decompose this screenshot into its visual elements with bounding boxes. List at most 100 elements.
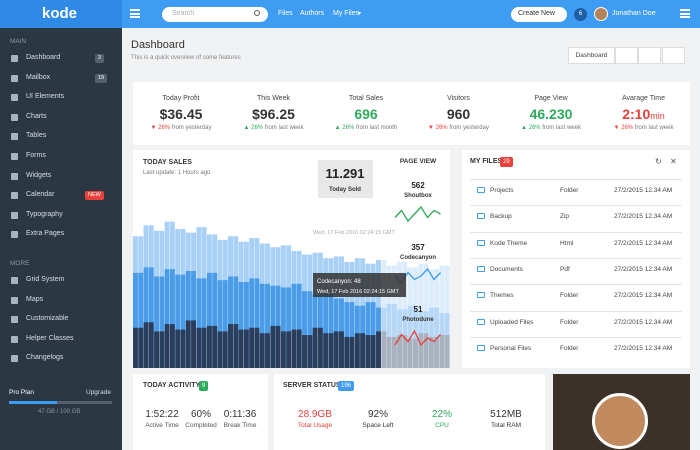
bar bbox=[259, 333, 265, 368]
bar bbox=[206, 325, 212, 368]
bar bbox=[307, 335, 313, 368]
user-avatar[interactable] bbox=[594, 7, 608, 21]
nav-item[interactable]: Dashboard bbox=[26, 54, 61, 61]
stat-number: 46.230 bbox=[529, 106, 573, 122]
nav-link[interactable]: Files bbox=[278, 10, 293, 17]
nav-item[interactable]: Grid System bbox=[26, 276, 65, 283]
nav-item[interactable]: Mailbox bbox=[26, 73, 51, 81]
tool-button[interactable] bbox=[662, 47, 685, 64]
menu-toggle[interactable] bbox=[130, 9, 140, 18]
server-label: Total Usage bbox=[297, 422, 333, 429]
bar bbox=[265, 283, 270, 368]
file-name[interactable]: Uploaded Files bbox=[490, 318, 534, 326]
bar bbox=[243, 329, 249, 368]
right-menu[interactable] bbox=[680, 9, 690, 18]
file-name[interactable]: Personal Files bbox=[490, 344, 532, 352]
bar bbox=[180, 329, 186, 368]
bar bbox=[191, 271, 196, 368]
file-icon bbox=[477, 213, 485, 220]
nav-link[interactable]: My Files bbox=[333, 10, 360, 17]
nav-item[interactable]: Helper Classes bbox=[26, 334, 74, 342]
file-name[interactable]: Kode Theme bbox=[490, 239, 528, 247]
stat-label: Avarage Time bbox=[621, 95, 666, 102]
nav-item[interactable]: Typography bbox=[26, 210, 63, 218]
bar bbox=[275, 325, 281, 368]
change-value: 26% bbox=[158, 125, 171, 131]
create-button[interactable]: Create New bbox=[511, 7, 567, 22]
file-type: Folder bbox=[560, 318, 579, 326]
file-name[interactable]: Themes bbox=[490, 292, 514, 300]
nav-link[interactable]: Authors bbox=[300, 10, 325, 17]
nav-item[interactable]: Maps bbox=[26, 295, 44, 303]
file-date: 27/2/2015 12.34 AM bbox=[614, 187, 673, 194]
bar bbox=[344, 336, 350, 368]
activity-label: Break Time bbox=[223, 422, 257, 429]
notification-badge[interactable]: 6 bbox=[574, 8, 587, 21]
user-name[interactable]: Jonathan Doe bbox=[612, 10, 656, 17]
file-name[interactable]: Documents bbox=[490, 265, 523, 273]
nav-item[interactable]: Extra Pages bbox=[26, 230, 65, 238]
nav-item[interactable]: UI Elements bbox=[26, 93, 65, 101]
stat-label: Today Profit bbox=[162, 95, 200, 102]
stat-number: 960 bbox=[446, 106, 471, 122]
nav-badge: 3 bbox=[95, 54, 105, 63]
file-type: Folder bbox=[560, 344, 579, 352]
bar bbox=[323, 333, 329, 368]
bar bbox=[222, 331, 228, 368]
refresh-icon[interactable]: ↻ bbox=[655, 157, 662, 166]
nav-item[interactable]: Calendar bbox=[26, 191, 55, 199]
close-icon[interactable]: ✕ bbox=[670, 157, 677, 166]
bar bbox=[265, 333, 270, 368]
panel-title: TODAY ACTIVITY bbox=[143, 382, 201, 389]
plan-action[interactable]: Upgrade bbox=[86, 389, 111, 396]
activity-value: 0:11:36 bbox=[223, 409, 257, 420]
top-button[interactable]: Dashboard bbox=[568, 47, 615, 64]
bar bbox=[238, 281, 244, 368]
bar bbox=[175, 329, 181, 368]
bar bbox=[286, 287, 292, 368]
bar bbox=[217, 280, 223, 368]
bar bbox=[333, 331, 339, 368]
bar bbox=[222, 280, 228, 368]
stat-label: Page View bbox=[534, 95, 568, 102]
nav-item[interactable]: Customizable bbox=[26, 315, 69, 323]
bar bbox=[302, 291, 307, 368]
tool-button[interactable] bbox=[638, 47, 661, 64]
server-value: 512MB bbox=[490, 409, 522, 420]
file-icon bbox=[477, 265, 485, 272]
bar bbox=[164, 269, 170, 368]
profile-avatar bbox=[592, 393, 648, 449]
change-value: 26% bbox=[528, 125, 541, 131]
nav-item[interactable]: Tables bbox=[26, 132, 47, 140]
trend-arrow: ▼ bbox=[150, 125, 159, 131]
bar bbox=[254, 278, 260, 368]
search-box[interactable]: Search bbox=[162, 7, 268, 22]
stat-change: ▼ 26% from yesterday bbox=[414, 125, 504, 131]
file-name[interactable]: Projects bbox=[490, 187, 514, 194]
file-type: Pdf bbox=[560, 265, 570, 273]
file-name[interactable]: Backup bbox=[490, 213, 512, 221]
nav-item[interactable]: Charts bbox=[26, 112, 47, 120]
nav-icon bbox=[11, 113, 18, 121]
nav-item[interactable]: Forms bbox=[26, 152, 46, 159]
bar bbox=[233, 324, 239, 368]
stat-value: 696 bbox=[321, 106, 411, 122]
panel-title: MY FILES bbox=[470, 158, 503, 165]
files-panel bbox=[462, 150, 690, 368]
nav-icon bbox=[11, 335, 18, 343]
stat-number: 2:10 bbox=[622, 106, 651, 122]
bar bbox=[376, 331, 381, 368]
spark-value: 357 bbox=[411, 243, 425, 252]
bar bbox=[349, 302, 355, 368]
nav-item[interactable]: Changelogs bbox=[26, 354, 64, 362]
bar bbox=[323, 292, 329, 368]
search-placeholder: Search bbox=[172, 10, 195, 17]
nav-item[interactable]: Widgets bbox=[26, 171, 52, 179]
row-divider bbox=[470, 336, 682, 338]
bar bbox=[185, 271, 191, 368]
sales-chart: TODAY SALES Last update: 1 Hours ago 11.29… bbox=[133, 158, 450, 368]
tool-button[interactable] bbox=[615, 47, 638, 64]
change-value: 26% bbox=[251, 125, 264, 131]
file-icon bbox=[477, 318, 485, 325]
change-value: 26% bbox=[621, 125, 634, 131]
